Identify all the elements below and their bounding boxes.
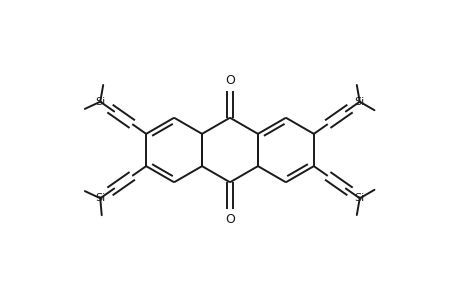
Text: Si: Si [354,97,364,107]
Text: O: O [224,74,235,87]
Text: Si: Si [95,97,105,107]
Text: O: O [224,213,235,226]
Text: Si: Si [354,193,364,203]
Text: Si: Si [95,193,105,203]
